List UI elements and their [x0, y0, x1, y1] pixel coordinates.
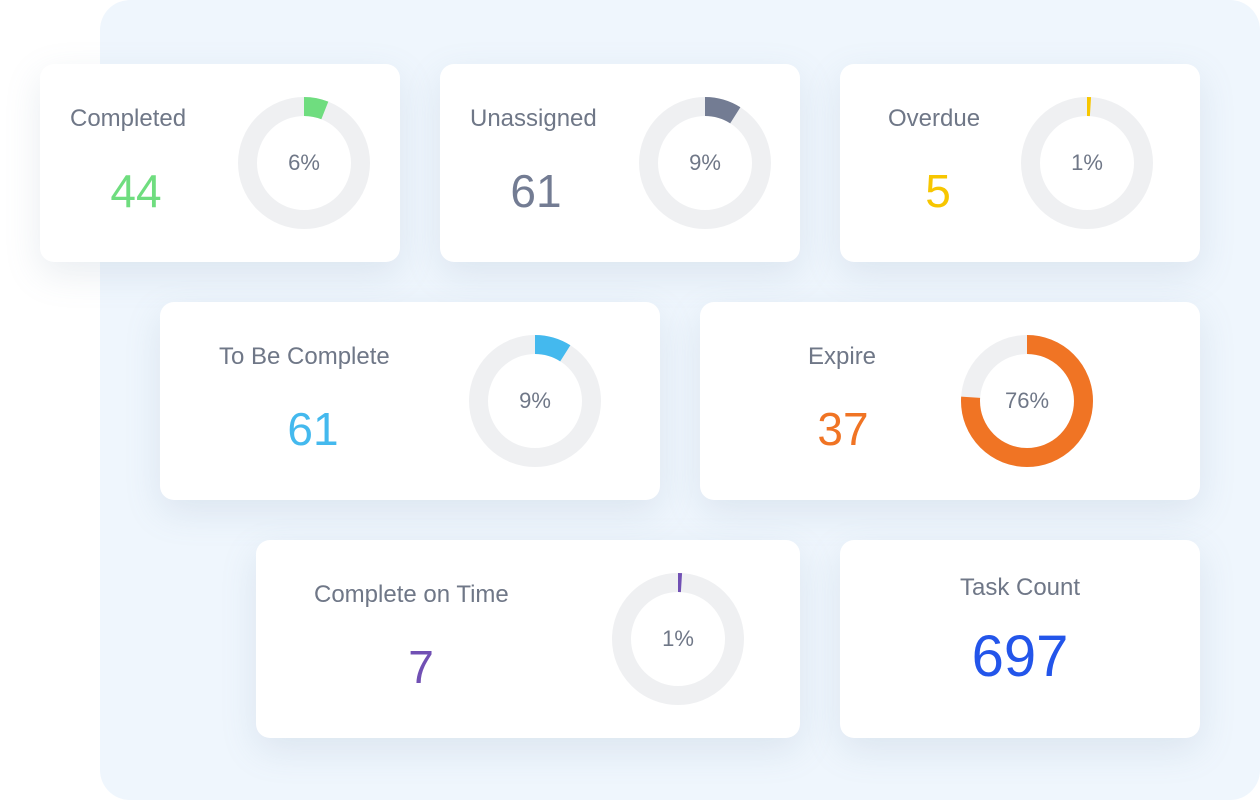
complete-on-time-card[interactable]: Complete on Time 7 1% [256, 540, 800, 738]
completed-card[interactable]: Completed 44 6% [40, 64, 400, 262]
task-count-value: 697 [971, 624, 1069, 689]
expire-label: Expire [808, 343, 877, 370]
to-be-complete-ring [469, 335, 601, 467]
task-count-label: Task Count [959, 574, 1081, 601]
completed-percent: 6% [288, 150, 320, 175]
to-be-complete-percent: 9% [519, 388, 551, 413]
completed-ring [238, 97, 370, 229]
unassigned-label: Unassigned [470, 105, 597, 132]
expire-ring [961, 335, 1093, 467]
complete-on-time-ring-progress [612, 573, 744, 705]
to-be-complete-label: To Be Complete [219, 343, 390, 370]
overdue-ring [1021, 97, 1153, 229]
unassigned-percent: 9% [689, 150, 721, 175]
task-count-card[interactable]: Task Count 697 [840, 540, 1200, 738]
to-be-complete-ring-progress [469, 335, 601, 467]
expire-percent: 76% [1004, 388, 1050, 413]
overdue-ring-progress [1021, 97, 1153, 229]
expire-value: 37 [817, 403, 869, 455]
overdue-value: 5 [925, 165, 951, 217]
overdue-percent: 1% [1071, 150, 1103, 175]
complete-on-time-percent: 1% [662, 626, 694, 651]
completed-label: Completed [70, 105, 187, 132]
complete-on-time-donut: 1% [612, 573, 744, 705]
expire-card[interactable]: Expire 37 76% [700, 302, 1200, 500]
unassigned-card[interactable]: Unassigned 61 9% [440, 64, 800, 262]
unassigned-value: 61 [510, 165, 562, 217]
complete-on-time-value: 7 [408, 641, 434, 693]
to-be-complete-value: 61 [287, 403, 339, 455]
to-be-complete-donut: 9% [469, 335, 601, 467]
unassigned-donut: 9% [639, 97, 771, 229]
completed-ring-progress [238, 97, 370, 229]
overdue-label: Overdue [888, 105, 981, 132]
completed-donut: 6% [238, 97, 370, 229]
complete-on-time-label: Complete on Time [314, 581, 509, 608]
expire-ring-progress [961, 335, 1093, 467]
to-be-complete-card[interactable]: To Be Complete 61 9% [160, 302, 660, 500]
unassigned-ring-progress [639, 97, 771, 229]
overdue-card[interactable]: Overdue 5 1% [840, 64, 1200, 262]
complete-on-time-ring [612, 573, 744, 705]
expire-donut: 76% [961, 335, 1093, 467]
unassigned-ring [639, 97, 771, 229]
overdue-donut: 1% [1021, 97, 1153, 229]
completed-value: 44 [110, 165, 162, 217]
